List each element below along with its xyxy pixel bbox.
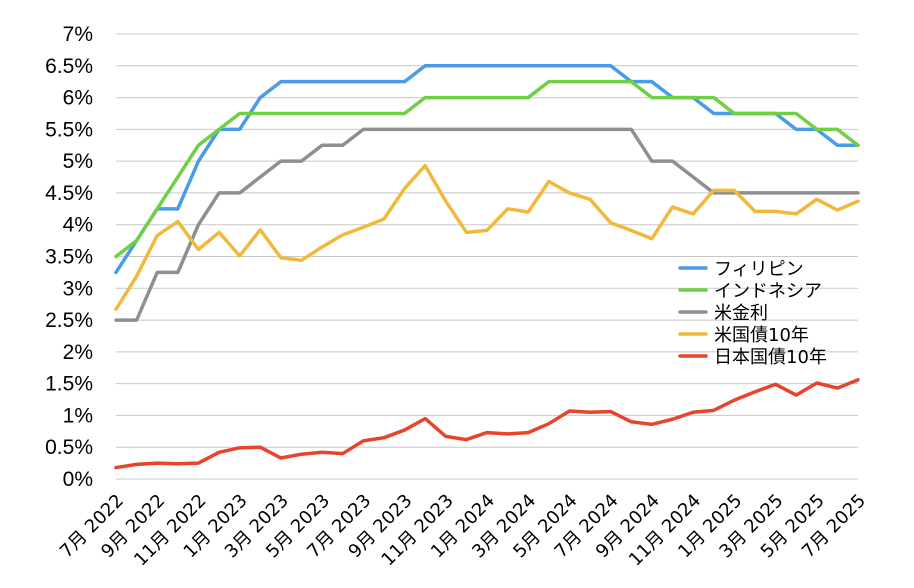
y-axis: 0% 0.5% 1% 1.5% 2% 2.5% 3% 3.5% 4% 4.5% 5% 5.5% 6% 6.… [45, 23, 93, 491]
y-tick-label: 3.5% [45, 246, 93, 269]
legend-label: 米国債10年 [714, 325, 809, 346]
legend-label: 日本国債10年 [714, 347, 827, 368]
series-line-4 [114, 378, 860, 470]
y-tick-label: 1.5% [45, 373, 93, 396]
series-line-1 [114, 79, 860, 259]
y-tick-label: 2% [63, 341, 93, 364]
y-tick-label: 1% [63, 404, 93, 427]
y-tick-label: 0% [63, 468, 93, 491]
y-tick-label: 3% [63, 277, 93, 300]
y-tick-label: 5% [63, 150, 93, 173]
y-tick-label: 2.5% [45, 309, 93, 332]
legend-label: インドネシア [714, 281, 822, 302]
grid-layer [116, 33, 858, 480]
y-tick-label: 7% [63, 23, 93, 46]
legend-label: フィリピン [714, 259, 804, 280]
y-tick-label: 0.5% [45, 436, 93, 459]
series-line-2 [114, 127, 860, 322]
series-line-3 [114, 163, 860, 312]
legend-label: 米金利 [714, 303, 768, 324]
y-tick-label: 6% [63, 87, 93, 110]
series-layer [114, 64, 860, 470]
y-tick-label: 4.5% [45, 182, 93, 205]
y-tick-label: 5.5% [45, 118, 93, 141]
y-tick-label: 6.5% [45, 55, 93, 78]
y-tick-label: 4% [63, 214, 93, 237]
